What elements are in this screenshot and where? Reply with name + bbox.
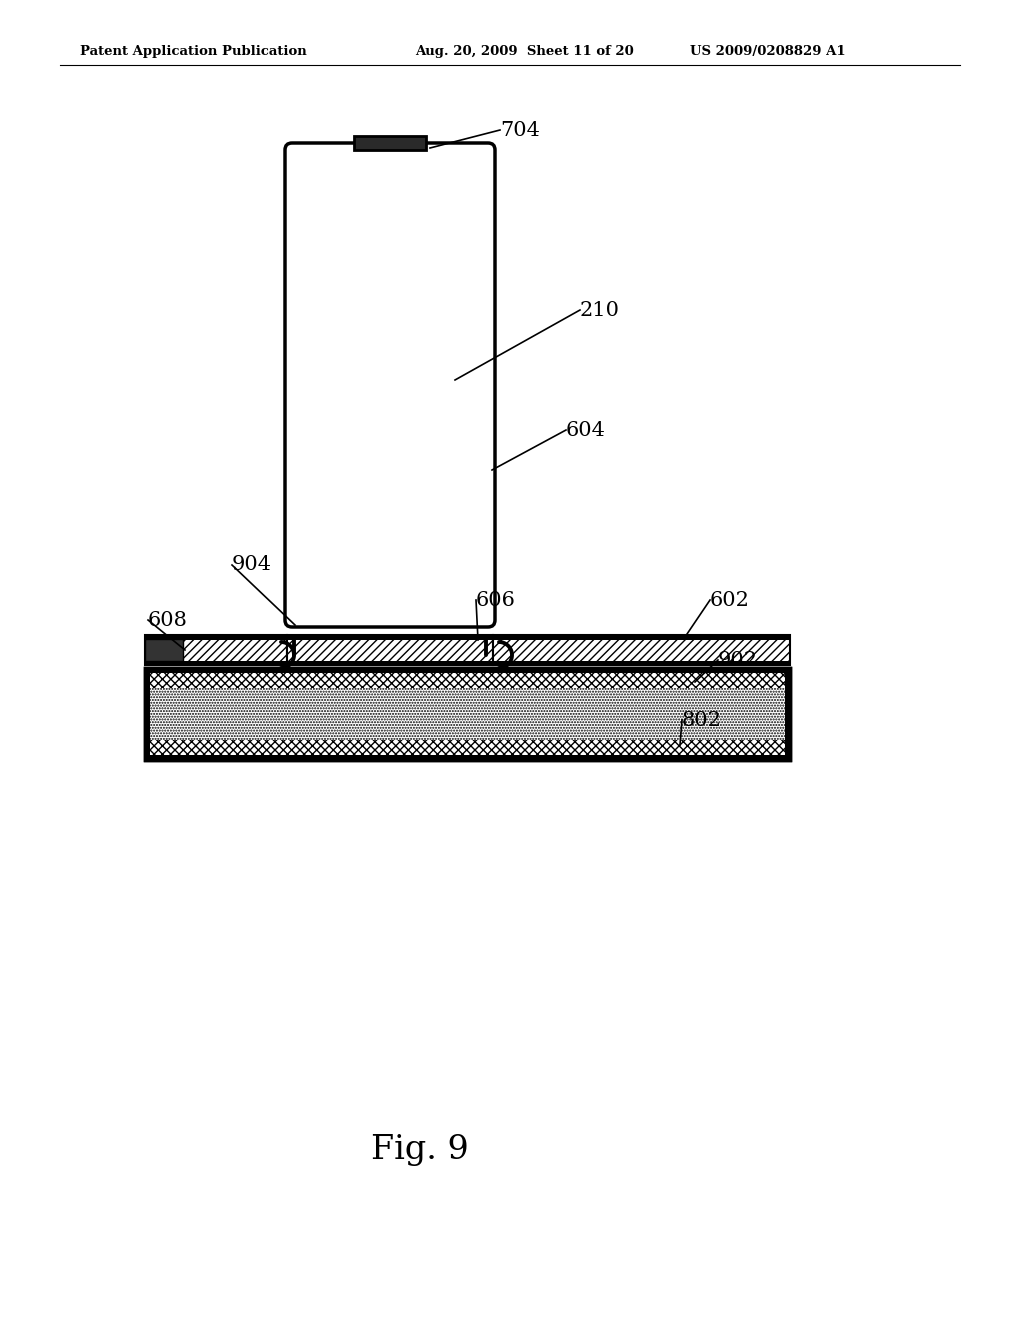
Bar xyxy=(145,635,287,665)
Bar xyxy=(145,635,790,640)
Text: 904: 904 xyxy=(232,556,272,574)
Bar xyxy=(145,668,790,760)
FancyBboxPatch shape xyxy=(285,143,495,627)
Text: 704: 704 xyxy=(500,120,540,140)
Bar xyxy=(150,741,785,755)
Bar xyxy=(150,673,785,755)
Text: 606: 606 xyxy=(476,590,516,610)
Text: Fig. 9: Fig. 9 xyxy=(371,1134,469,1166)
Text: 602: 602 xyxy=(710,590,750,610)
Text: 210: 210 xyxy=(580,301,620,319)
Bar xyxy=(145,639,183,661)
Bar xyxy=(354,136,426,150)
Bar xyxy=(145,661,790,665)
Bar xyxy=(287,635,493,665)
Bar xyxy=(145,668,790,760)
Text: 608: 608 xyxy=(148,610,187,630)
Text: Patent Application Publication: Patent Application Publication xyxy=(80,45,307,58)
Text: Aug. 20, 2009  Sheet 11 of 20: Aug. 20, 2009 Sheet 11 of 20 xyxy=(415,45,634,58)
Text: 802: 802 xyxy=(682,710,722,730)
Bar xyxy=(150,688,785,741)
Bar xyxy=(145,639,183,661)
Text: US 2009/0208829 A1: US 2009/0208829 A1 xyxy=(690,45,846,58)
Bar xyxy=(493,635,790,665)
Bar xyxy=(150,673,785,688)
Text: 604: 604 xyxy=(566,421,606,440)
Text: 902: 902 xyxy=(718,651,758,669)
